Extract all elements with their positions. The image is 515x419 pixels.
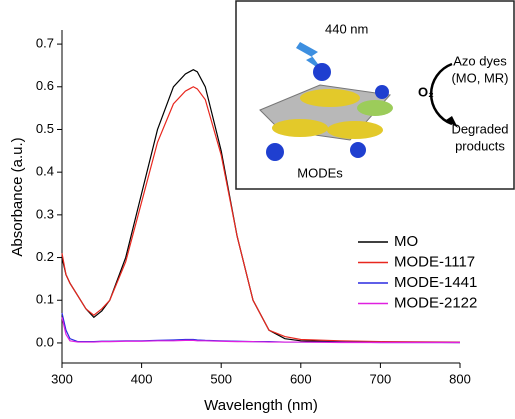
inset: 440 nm O₂ Azo dyes (MO, MR) Degraded pro… [235, 0, 515, 190]
x-tick-label: 600 [290, 371, 312, 386]
lightning [296, 42, 324, 72]
dye [266, 143, 284, 161]
y-tick-label: 0.3 [36, 206, 54, 221]
arrow [429, 62, 453, 126]
y-tick-label: 0.5 [36, 121, 54, 136]
legend-label: MODE-2122 [394, 294, 477, 311]
inset-label: Azo dyes [453, 53, 507, 68]
tube [327, 121, 383, 139]
x-tick-label: 700 [370, 371, 392, 386]
x-tick-label: 400 [131, 371, 153, 386]
legend-label: MODE-1117 [394, 253, 475, 270]
tube [272, 119, 328, 137]
series-line [61, 317, 460, 344]
series-line [61, 312, 460, 344]
dye [313, 63, 331, 81]
y-tick-label: 0.4 [36, 164, 54, 179]
x-tick-label: 300 [51, 371, 73, 386]
inset-label: 440 nm [325, 21, 368, 36]
plot: 0.0 0.1 0.2 0.3 0.4 0.5 0.6 0.7 300 400 500 600 700 8… [36, 30, 477, 386]
y-tick-label: 0.6 [36, 78, 54, 93]
inset-label: products [455, 138, 505, 153]
legend-label: MODE-1441 [394, 274, 477, 291]
y-axis-title: Absorbance (a.u.) [9, 137, 26, 256]
y-tick-label: 0.2 [36, 249, 54, 264]
tube [300, 89, 360, 107]
x-tick-label: 800 [449, 371, 471, 386]
x-axis-title: Wavelength (nm) [204, 397, 318, 414]
x-tick-label: 500 [210, 371, 232, 386]
inset-label: (MO, MR) [451, 70, 508, 85]
y-tick-label: 0.7 [36, 36, 54, 51]
arrow-head [446, 116, 458, 128]
y-tick-label: 0.1 [36, 292, 54, 307]
tube [357, 100, 393, 116]
series-line [61, 86, 461, 343]
inset-label: O₂ [418, 84, 434, 99]
inset-label: Degraded [451, 121, 508, 136]
dye [375, 85, 389, 99]
inset-label: MODEs [297, 165, 343, 180]
y-tick-label: 0.0 [36, 334, 54, 349]
dye [350, 142, 366, 158]
legend-label: MO [394, 233, 418, 250]
